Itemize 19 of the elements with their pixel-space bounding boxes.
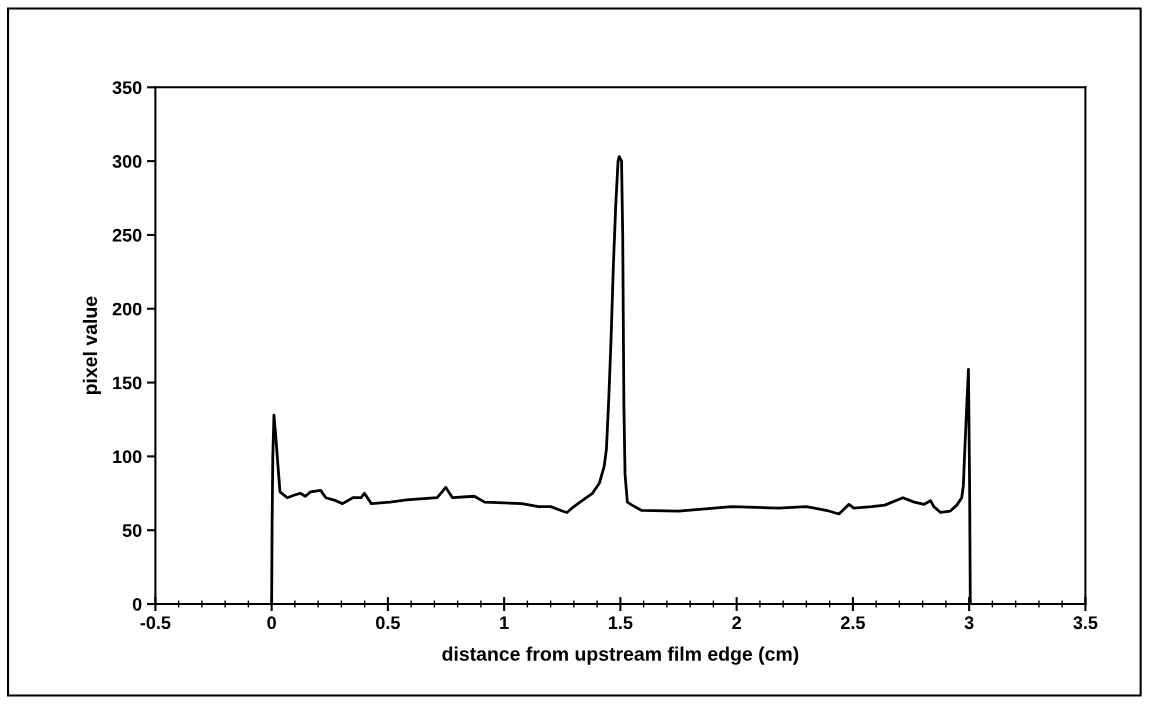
x-tick-label: 0 [267,616,276,630]
x-tick-label: 1.5 [608,616,633,630]
x-tick-label: 2 [732,616,741,629]
y-tick-label: 150 [113,376,142,390]
x-tick-label: 3.5 [1073,616,1098,630]
y-tick-label: 200 [112,302,142,316]
y-tick-label: 350 [112,81,142,95]
x-tick-label: 1 [500,616,509,629]
y-axis-title: pixel value [82,296,101,395]
x-tick-label: 0.5 [376,616,400,630]
y-tick-label: 100 [113,450,142,464]
x-axis-title: distance from upstream film edge (cm) [442,646,799,665]
y-tick-label: 300 [112,155,142,168]
x-tick-label: 3 [964,616,974,630]
y-tick-label: 250 [112,228,142,242]
y-tick-label: 50 [122,524,142,537]
x-tick-label: 2.5 [840,616,865,630]
x-tick-label: -0.5 [140,616,171,630]
y-tick-label: 0 [132,597,142,611]
